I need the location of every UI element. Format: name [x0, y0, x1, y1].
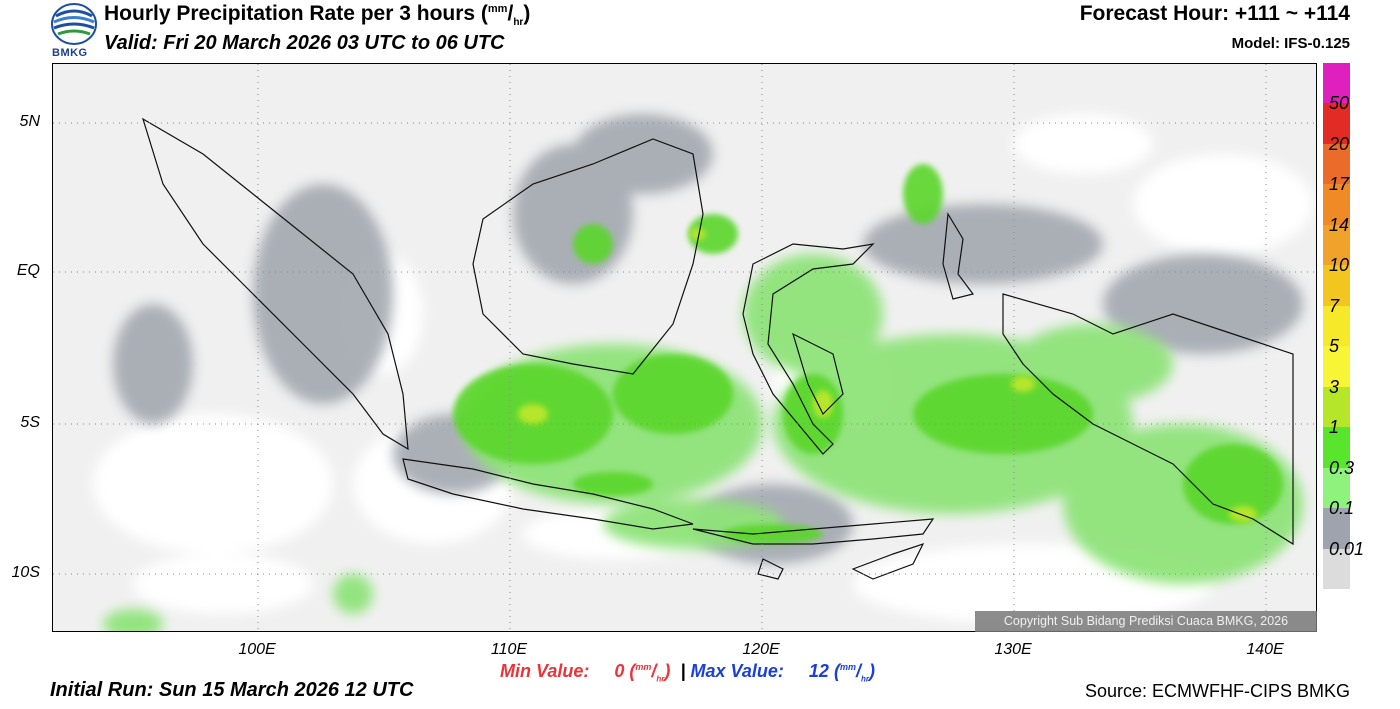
min-value: 0	[614, 661, 625, 681]
valid-period: Valid: Fri 20 March 2026 03 UTC to 06 UT…	[104, 32, 505, 54]
legend-label: 1	[1329, 417, 1340, 438]
min-label: Min Value:	[500, 661, 590, 681]
legend-swatch	[1323, 508, 1350, 549]
legend-swatch	[1323, 63, 1350, 104]
logo-text: BMKG	[52, 47, 88, 59]
min-max-values: Min Value: 0 (mm/hr) | Max Value: 12 (mm…	[500, 661, 875, 684]
legend-label: 17	[1329, 174, 1350, 195]
page-title: Hourly Precipitation Rate per 3 hours (m…	[104, 2, 531, 29]
legend-swatch	[1323, 224, 1350, 266]
legend-swatch	[1323, 386, 1350, 428]
legend-label: 0.3	[1329, 457, 1355, 478]
legend-swatch	[1323, 184, 1350, 225]
lon-label-140e: 140E	[1246, 641, 1284, 658]
lon-label-130e: 130E	[994, 641, 1032, 658]
lon-label-100e: 100E	[238, 641, 276, 658]
lat-label-5n: 5N	[19, 113, 40, 130]
map-canvas	[53, 64, 1316, 631]
legend-colorbar	[1323, 63, 1350, 589]
bmkg-logo	[48, 2, 100, 60]
data-source: Source: ECMWFHF-CIPS BMKG	[1084, 681, 1350, 701]
max-value: 12	[808, 661, 829, 681]
legend-swatch	[1323, 548, 1350, 589]
lon-label-110e: 110E	[490, 641, 528, 658]
lat-label-5s: 5S	[20, 414, 40, 431]
legend-label: 50	[1329, 93, 1350, 114]
legend-swatch	[1323, 103, 1350, 144]
copyright-notice: Copyright Sub Bidang Prediksi Cuaca BMKG…	[975, 611, 1317, 632]
legend-label: 7	[1329, 295, 1340, 316]
precipitation-map	[52, 63, 1317, 632]
legend-swatch	[1323, 143, 1350, 185]
legend-label: 5	[1329, 336, 1340, 357]
legend-label: 14	[1329, 214, 1350, 235]
initial-run: Initial Run: Sun 15 March 2026 12 UTC	[50, 679, 414, 701]
legend-swatch	[1323, 467, 1350, 509]
model-name: Model: IFS-0.125	[1231, 35, 1350, 52]
legend-label: 3	[1329, 376, 1340, 397]
legend-swatch	[1323, 346, 1350, 387]
legend-swatch	[1323, 427, 1350, 468]
max-label: Max Value:	[690, 661, 784, 681]
legend-label: 10	[1329, 255, 1350, 276]
legend-label: 20	[1329, 133, 1350, 154]
legend-swatch	[1323, 305, 1350, 347]
lat-label-eq: EQ	[16, 262, 40, 279]
legend-swatch	[1323, 265, 1350, 306]
forecast-hour: Forecast Hour: +111 ~ +114	[1079, 2, 1350, 25]
legend-label: 0.1	[1329, 498, 1355, 519]
separator: |	[680, 661, 686, 681]
legend-label: 0.01	[1329, 538, 1365, 559]
lat-label-10s: 10S	[11, 564, 40, 581]
lon-label-120e: 120E	[742, 641, 780, 658]
